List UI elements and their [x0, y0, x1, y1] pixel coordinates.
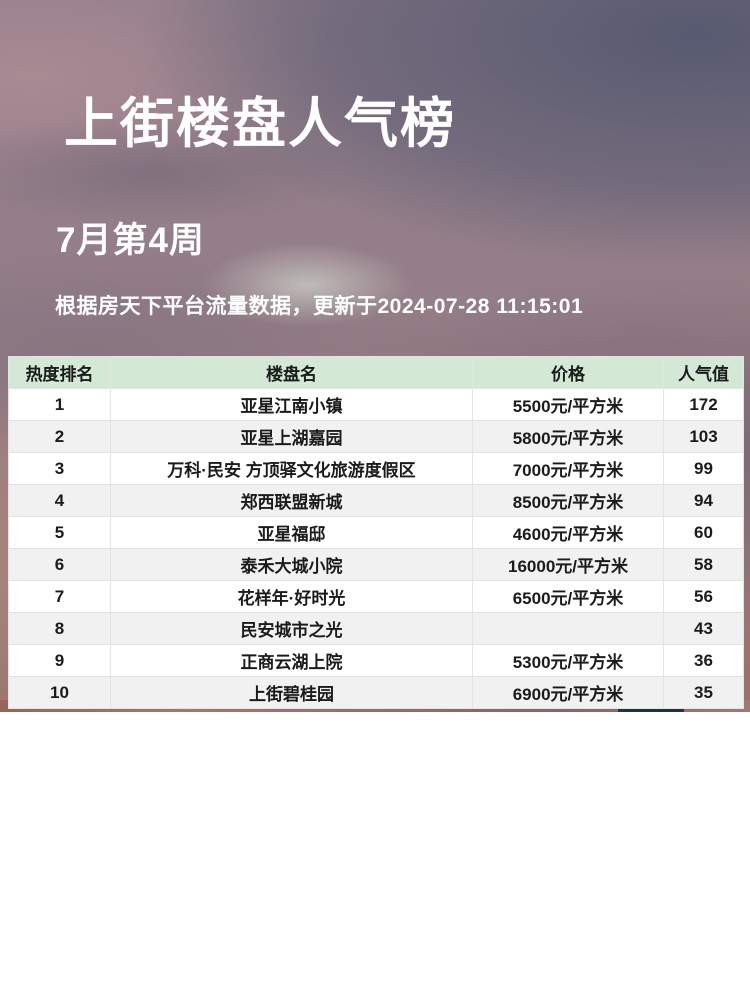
cell-name: 民安城市之光 [110, 612, 473, 645]
cell-price: 6900元/平方米 [472, 676, 664, 709]
cell-popularity: 172 [663, 388, 744, 421]
cell-popularity: 94 [663, 484, 744, 517]
sky-poster: 上街楼盘人气榜 7月第4周 根据房天下平台流量数据，更新于2024-07-28 … [0, 0, 750, 712]
cell-rank: 7 [8, 580, 111, 613]
page-title: 上街楼盘人气榜 [64, 94, 456, 154]
cell-rank: 10 [8, 676, 111, 709]
cell-price: 6500元/平方米 [472, 580, 664, 613]
cell-popularity: 99 [663, 452, 744, 485]
cell-popularity: 43 [663, 612, 744, 645]
column-header-0: 热度排名 [8, 356, 111, 389]
cell-price: 7000元/平方米 [472, 452, 664, 485]
column-header-1: 楼盘名 [110, 356, 473, 389]
cell-popularity: 35 [663, 676, 744, 709]
ranking-table: 热度排名 楼盘名 价格 人气值 1 亚星江南小镇 5500元/平方米 172 2 亚星上湖嘉园 5… [8, 356, 744, 709]
table-row: 4 郑西联盟新城 8500元/平方米 94 [8, 484, 744, 517]
cell-name: 上街碧桂园 [110, 676, 473, 709]
cell-popularity: 56 [663, 580, 744, 613]
table-row: 10 上街碧桂园 6900元/平方米 35 [8, 676, 744, 709]
cell-rank: 6 [8, 548, 111, 581]
period-subtitle: 7月第4周 [56, 221, 205, 260]
cell-name: 花样年·好时光 [110, 580, 473, 613]
cell-price: 4600元/平方米 [472, 516, 664, 549]
cell-name: 亚星江南小镇 [110, 388, 473, 421]
cell-rank: 2 [8, 420, 111, 453]
cell-rank: 8 [8, 612, 111, 645]
table-row: 3 万科·民安 方顶驿文化旅游度假区 7000元/平方米 99 [8, 452, 744, 485]
cell-price [472, 612, 664, 645]
cell-popularity: 58 [663, 548, 744, 581]
cell-price: 5800元/平方米 [472, 420, 664, 453]
table-row: 9 正商云湖上院 5300元/平方米 36 [8, 644, 744, 677]
cell-rank: 3 [8, 452, 111, 485]
table-row: 8 民安城市之光 43 [8, 612, 744, 645]
table-header-row: 热度排名 楼盘名 价格 人气值 [8, 356, 744, 389]
cell-name: 泰禾大城小院 [110, 548, 473, 581]
cell-rank: 9 [8, 644, 111, 677]
cell-popularity: 60 [663, 516, 744, 549]
cell-rank: 1 [8, 388, 111, 421]
cell-price: 5300元/平方米 [472, 644, 664, 677]
source-note: 根据房天下平台流量数据，更新于2024-07-28 11:15:01 [55, 295, 584, 318]
column-header-3: 人气值 [663, 356, 744, 389]
cell-name: 万科·民安 方顶驿文化旅游度假区 [110, 452, 473, 485]
cell-price: 16000元/平方米 [472, 548, 664, 581]
cell-name: 正商云湖上院 [110, 644, 473, 677]
cell-rank: 4 [8, 484, 111, 517]
cell-name: 亚星上湖嘉园 [110, 420, 473, 453]
table-row: 7 花样年·好时光 6500元/平方米 56 [8, 580, 744, 613]
cell-price: 5500元/平方米 [472, 388, 664, 421]
table-row: 1 亚星江南小镇 5500元/平方米 172 [8, 388, 744, 421]
cell-popularity: 103 [663, 420, 744, 453]
cell-popularity: 36 [663, 644, 744, 677]
column-header-2: 价格 [472, 356, 664, 389]
table-row: 2 亚星上湖嘉园 5800元/平方米 103 [8, 420, 744, 453]
table-body: 1 亚星江南小镇 5500元/平方米 172 2 亚星上湖嘉园 5800元/平方米 103 3 万… [8, 388, 744, 709]
cell-rank: 5 [8, 516, 111, 549]
table-row: 5 亚星福邸 4600元/平方米 60 [8, 516, 744, 549]
cell-price: 8500元/平方米 [472, 484, 664, 517]
table-row: 6 泰禾大城小院 16000元/平方米 58 [8, 548, 744, 581]
cell-name: 亚星福邸 [110, 516, 473, 549]
cell-name: 郑西联盟新城 [110, 484, 473, 517]
